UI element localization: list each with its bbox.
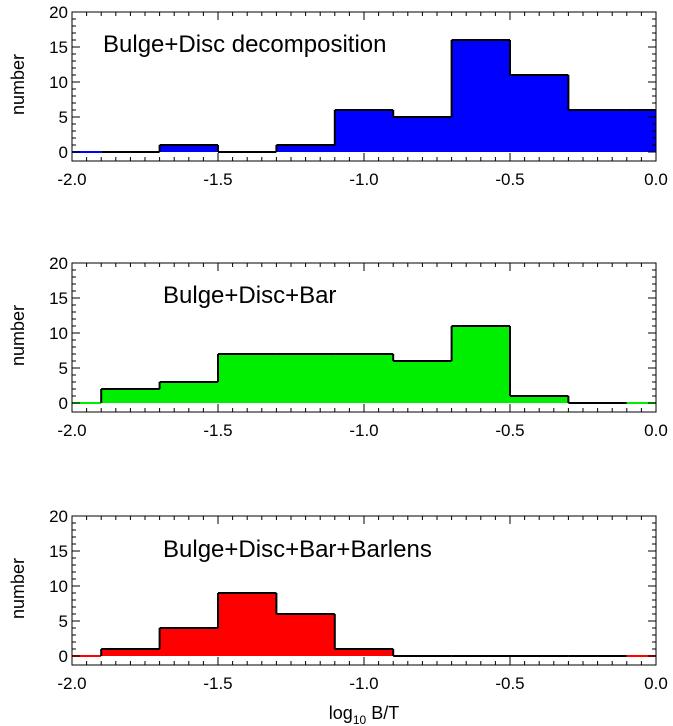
y-tick-label: 20 <box>49 507 68 526</box>
x-tick-label: -2.0 <box>57 421 86 440</box>
y-tick-label: 5 <box>59 612 68 631</box>
x-tick-label: -1.0 <box>349 421 378 440</box>
y-tick-label: 10 <box>49 577 68 596</box>
y-axis-label: number <box>8 54 28 115</box>
y-tick-label: 20 <box>49 254 68 273</box>
panel-title: Bulge+Disc decomposition <box>103 31 387 58</box>
x-tick-label: 0.0 <box>644 421 668 440</box>
x-tick-label: 0.0 <box>644 674 668 693</box>
x-tick-label: -0.5 <box>495 170 524 189</box>
panel-title: Bulge+Disc+Bar+Barlens <box>163 536 432 563</box>
y-tick-label: 20 <box>49 3 68 22</box>
x-tick-label: -1.5 <box>203 421 232 440</box>
x-tick-label: -0.5 <box>495 674 524 693</box>
y-tick-label: 10 <box>49 324 68 343</box>
y-tick-label: 15 <box>49 289 68 308</box>
x-tick-label: -1.5 <box>203 674 232 693</box>
y-tick-label: 15 <box>49 38 68 57</box>
y-tick-label: 15 <box>49 542 68 561</box>
x-tick-label: -0.5 <box>495 421 524 440</box>
y-axis-label: number <box>8 558 28 619</box>
histogram-fill <box>72 326 656 403</box>
y-tick-label: 5 <box>59 359 68 378</box>
y-tick-label: 10 <box>49 73 68 92</box>
y-axis-label: number <box>8 305 28 366</box>
y-tick-label: 0 <box>59 143 68 162</box>
y-tick-label: 5 <box>59 108 68 127</box>
x-tick-label: -1.0 <box>349 170 378 189</box>
y-tick-label: 0 <box>59 394 68 413</box>
panel-bulge-disc-bar: -2.0 -1.5 -1.0 -0.5 0.0 0 5 10 15 20 number Bulge+D… <box>8 254 668 440</box>
panel-title: Bulge+Disc+Bar <box>163 282 336 309</box>
y-tick-label: 0 <box>59 647 68 666</box>
x-tick-label: -1.0 <box>349 674 378 693</box>
x-tick-label: -2.0 <box>57 674 86 693</box>
x-tick-label: -1.5 <box>203 170 232 189</box>
x-tick-label: -2.0 <box>57 170 86 189</box>
panel-bulge-disc: -2.0 -1.5 -1.0 -0.5 0.0 0 5 10 15 20 number Bulge+D… <box>8 3 668 189</box>
x-axis-label: log10 B/T <box>329 703 399 726</box>
panel-bulge-disc-bar-barlens: -2.0 -1.5 -1.0 -0.5 0.0 0 5 10 15 20 number Bulge+D… <box>8 507 668 726</box>
x-tick-label: 0.0 <box>644 170 668 189</box>
